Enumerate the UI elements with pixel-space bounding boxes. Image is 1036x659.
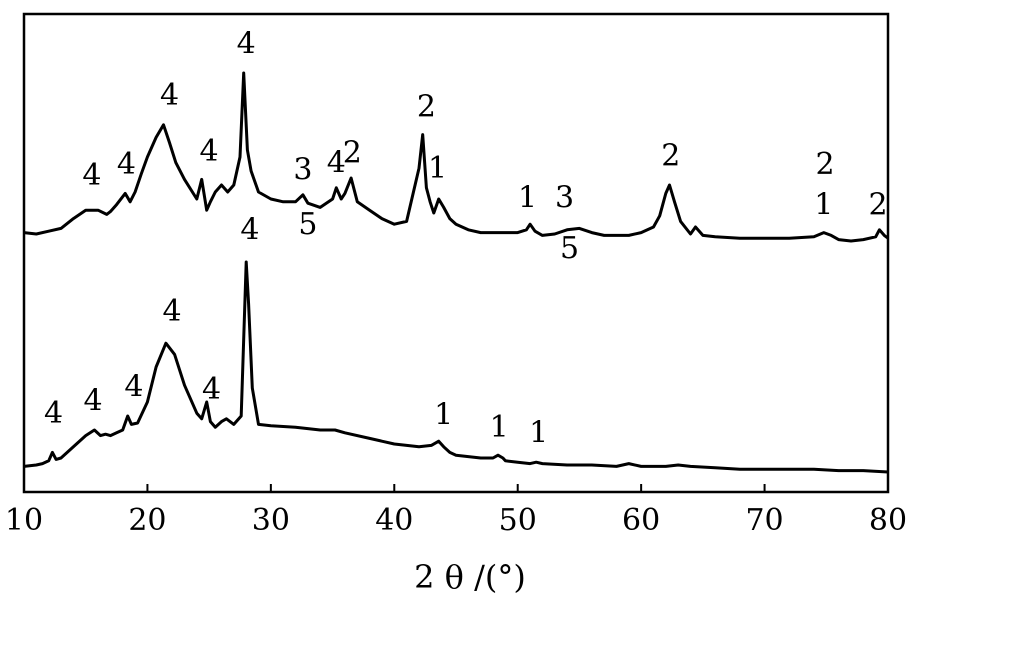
peak-label: 5 bbox=[560, 231, 579, 266]
lower-trace bbox=[23, 260, 889, 474]
x-axis-label: 2 θ /(°) bbox=[414, 558, 526, 596]
x-tick-label: 20 bbox=[128, 503, 166, 538]
peak-label: 3 bbox=[555, 180, 574, 215]
upper-trace bbox=[23, 71, 889, 243]
x-axis-ticks bbox=[23, 484, 889, 492]
x-tick-label: 10 bbox=[5, 503, 43, 538]
peak-label: 4 bbox=[84, 383, 103, 418]
peak-label: 1 bbox=[490, 410, 509, 445]
peak-label: 1 bbox=[518, 180, 537, 215]
peak-label: 4 bbox=[160, 78, 179, 113]
peak-label: 4 bbox=[163, 294, 182, 329]
peak-label: 4 bbox=[237, 26, 256, 61]
peak-label: 4 bbox=[82, 158, 101, 193]
peak-label: 4 bbox=[117, 147, 136, 182]
peak-label: 1 bbox=[434, 397, 453, 432]
peak-label: 4 bbox=[202, 372, 221, 407]
x-tick-label: 30 bbox=[252, 503, 290, 538]
x-tick-label: 60 bbox=[622, 503, 660, 538]
peak-label: 1 bbox=[428, 151, 447, 186]
peak-label: 4 bbox=[124, 369, 143, 404]
peak-label: 4 bbox=[240, 213, 259, 248]
plot-frame bbox=[22, 12, 890, 494]
x-tick-label: 40 bbox=[375, 503, 413, 538]
x-tick-label: 70 bbox=[745, 503, 783, 538]
peak-label: 2 bbox=[343, 136, 362, 171]
diffraction-traces bbox=[23, 71, 889, 474]
peak-label: 1 bbox=[814, 187, 833, 222]
peak-label: 4 bbox=[44, 396, 63, 431]
peak-label: 4 bbox=[327, 145, 346, 180]
peak-label: 2 bbox=[816, 147, 835, 182]
x-tick-label: 80 bbox=[869, 503, 907, 538]
peak-label: 1 bbox=[529, 416, 548, 451]
peak-label: 3 bbox=[293, 152, 312, 187]
peak-label: 2 bbox=[869, 187, 888, 222]
x-tick-label: 50 bbox=[499, 503, 537, 538]
peak-label: 5 bbox=[298, 207, 317, 242]
peak-label: 2 bbox=[661, 138, 680, 173]
x-axis-tick-labels: 10 20 30 40 50 60 70 80 bbox=[5, 503, 907, 538]
peak-label: 2 bbox=[417, 89, 436, 124]
peak-label: 4 bbox=[200, 134, 219, 169]
